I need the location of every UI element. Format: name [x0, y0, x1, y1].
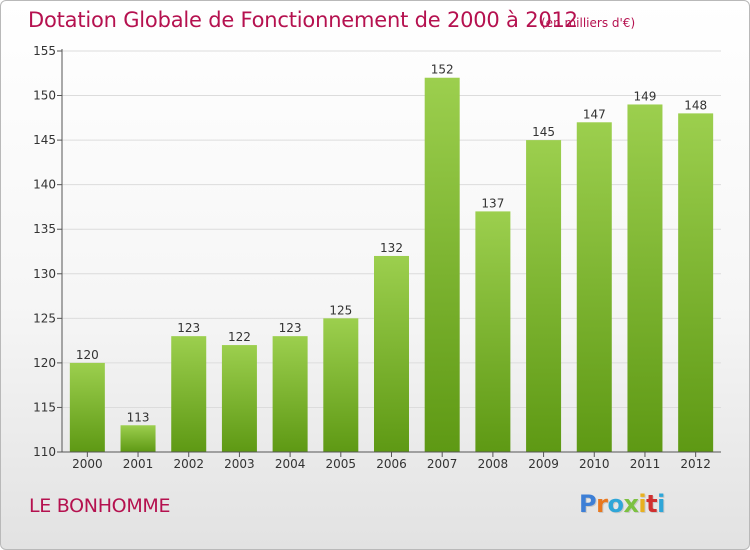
- y-tick-label: 125: [33, 311, 56, 325]
- value-label: 123: [177, 321, 200, 335]
- x-tick-labels: 2000 2001 2002 2003 2004 2005 2006 2007 2008 2009…: [72, 457, 711, 471]
- bar-2011[interactable]: [627, 104, 663, 452]
- value-label: 122: [228, 330, 251, 344]
- value-label: 147: [583, 107, 606, 121]
- value-label: 120: [76, 348, 99, 362]
- bar-2004[interactable]: [272, 336, 308, 452]
- bar-2002[interactable]: [171, 336, 207, 452]
- value-label: 152: [431, 63, 454, 77]
- bar-2008[interactable]: [475, 211, 511, 452]
- value-label: 132: [380, 241, 403, 255]
- proxiti-logo[interactable]: Proxiti: [579, 490, 665, 518]
- bar-2000[interactable]: [69, 362, 105, 452]
- y-tick-label: 115: [33, 400, 56, 414]
- x-tick-label: 2010: [579, 457, 610, 471]
- x-tick-label: 2000: [72, 457, 103, 471]
- logo-letter: o: [607, 490, 624, 518]
- x-tick-label: 2007: [427, 457, 458, 471]
- y-tick-label: 135: [33, 222, 56, 236]
- logo-letter: i: [657, 490, 665, 518]
- bar-2007[interactable]: [424, 77, 460, 452]
- bar-2001[interactable]: [120, 425, 156, 452]
- axes: [57, 49, 721, 457]
- value-label: 145: [532, 125, 555, 139]
- y-tick-label: 110: [33, 445, 56, 459]
- x-tick-label: 2011: [630, 457, 661, 471]
- bar-2003[interactable]: [221, 345, 257, 452]
- y-tick-label: 140: [33, 178, 56, 192]
- bar-2009[interactable]: [526, 140, 562, 452]
- x-tick-label: 2005: [326, 457, 357, 471]
- value-label: 148: [684, 98, 707, 112]
- x-tick-label: 2012: [680, 457, 711, 471]
- logo-letter: P: [579, 490, 597, 518]
- logo-letter: i: [638, 490, 647, 518]
- y-tick-label: 150: [33, 89, 56, 103]
- value-label: 113: [127, 410, 150, 424]
- value-labels: 120 113 123 122 123 125 132 152 137 145 147 149 148: [76, 63, 707, 425]
- commune-name: LE BONHOMME: [29, 495, 171, 517]
- y-tick-label: 130: [33, 267, 56, 281]
- x-tick-label: 2003: [224, 457, 255, 471]
- logo-letter: x: [623, 490, 639, 518]
- y-tick-label: 155: [33, 44, 56, 58]
- bar-2012[interactable]: [678, 113, 714, 452]
- bar-2010[interactable]: [576, 122, 612, 453]
- chart-unit: (en milliers d'€): [541, 16, 636, 30]
- bars: [69, 77, 714, 453]
- logo-letter: r: [596, 490, 608, 518]
- value-label: 149: [634, 89, 657, 103]
- bar-2005[interactable]: [323, 318, 359, 452]
- value-label: 123: [279, 321, 302, 335]
- chart-title: Dotation Globale de Fonctionnement de 20…: [28, 8, 578, 32]
- x-tick-label: 2006: [376, 457, 407, 471]
- y-tick-label: 145: [33, 133, 56, 147]
- x-tick-label: 2001: [123, 457, 154, 471]
- y-tick-label: 120: [33, 356, 56, 370]
- value-label: 125: [329, 303, 352, 317]
- logo-letter: t: [646, 490, 658, 518]
- bar-2006[interactable]: [374, 255, 409, 452]
- x-tick-label: 2009: [528, 457, 559, 471]
- y-tick-labels: 110 115 120 125 130 135 140 145 150 155: [33, 44, 56, 459]
- x-tick-label: 2008: [478, 457, 509, 471]
- x-tick-label: 2002: [173, 457, 204, 471]
- value-label: 137: [481, 196, 504, 210]
- x-tick-label: 2004: [275, 457, 306, 471]
